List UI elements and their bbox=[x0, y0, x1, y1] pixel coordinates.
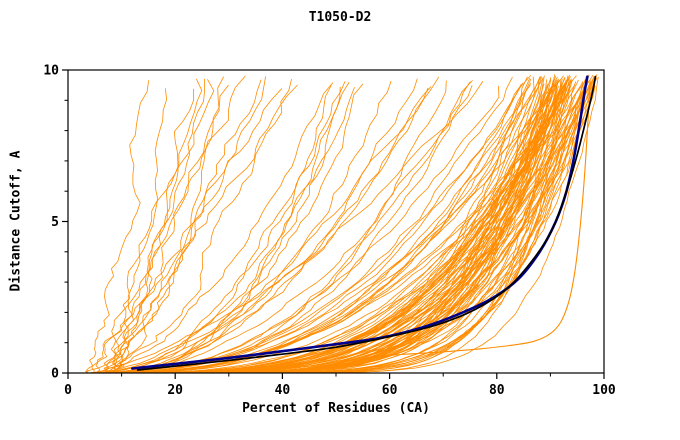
y-tick-label: 5 bbox=[51, 215, 59, 230]
model-curve bbox=[85, 76, 266, 373]
curves-layer bbox=[84, 74, 599, 373]
model-curve bbox=[84, 80, 447, 373]
model-curve bbox=[103, 88, 195, 373]
model-curve bbox=[113, 74, 555, 373]
model-curve bbox=[96, 78, 532, 373]
model-curve bbox=[90, 81, 471, 373]
model-curve bbox=[111, 83, 554, 373]
x-tick-label: 60 bbox=[382, 383, 398, 398]
model-curve bbox=[114, 84, 587, 373]
y-tick-label: 10 bbox=[43, 64, 59, 79]
model-curve bbox=[104, 78, 570, 373]
x-tick-label: 20 bbox=[167, 383, 183, 398]
model-curve bbox=[110, 84, 298, 373]
model-curve bbox=[111, 84, 553, 373]
model-curve bbox=[92, 76, 439, 373]
model-curve bbox=[116, 81, 558, 373]
model-curve bbox=[89, 81, 483, 373]
model-curve bbox=[115, 80, 592, 373]
model-curve bbox=[117, 77, 566, 373]
model-curve bbox=[92, 86, 341, 373]
model-curve bbox=[113, 80, 572, 373]
model-curve bbox=[101, 85, 572, 373]
model-curve bbox=[104, 78, 203, 373]
model-curve bbox=[90, 78, 588, 373]
model-curve bbox=[107, 85, 531, 373]
model-curve bbox=[107, 84, 229, 373]
model-curve bbox=[86, 80, 149, 373]
model-curve bbox=[93, 77, 598, 373]
model-curve bbox=[96, 79, 567, 373]
model-curve bbox=[94, 79, 215, 373]
model-curve bbox=[86, 83, 364, 373]
model-curve bbox=[95, 76, 528, 373]
model-curve bbox=[107, 77, 595, 373]
x-tick-label: 0 bbox=[64, 383, 72, 398]
model-curve bbox=[106, 79, 548, 373]
chart-title: T1050-D2 bbox=[308, 10, 372, 25]
model-curve bbox=[99, 87, 429, 373]
model-curve bbox=[90, 87, 355, 373]
model-curve bbox=[87, 77, 565, 373]
model-curve bbox=[99, 79, 262, 373]
model-curve bbox=[103, 88, 167, 373]
model-curve bbox=[86, 82, 334, 373]
model-curve bbox=[103, 78, 418, 373]
model-curve bbox=[109, 88, 283, 373]
model-curve bbox=[90, 82, 557, 373]
model-curve bbox=[84, 78, 530, 373]
model-curve bbox=[112, 82, 583, 373]
model-curve bbox=[95, 76, 535, 373]
x-tick-label: 80 bbox=[489, 383, 505, 398]
model-curve bbox=[97, 84, 558, 373]
y-tick-label: 0 bbox=[51, 367, 59, 382]
outlier-model-curve bbox=[372, 81, 591, 357]
x-tick-label: 100 bbox=[592, 383, 616, 398]
x-axis-label: Percent of Residues (CA) bbox=[242, 401, 430, 416]
model-curve bbox=[97, 86, 559, 373]
model-curve bbox=[109, 84, 565, 373]
model-curve bbox=[108, 75, 569, 373]
highlight-curve-black bbox=[136, 75, 597, 371]
model-curve bbox=[112, 74, 598, 373]
x-tick-label: 40 bbox=[275, 383, 291, 398]
model-curve bbox=[148, 76, 599, 373]
model-curve bbox=[94, 81, 346, 373]
model-curve bbox=[110, 80, 473, 373]
highlight-curve-navy bbox=[131, 75, 589, 370]
model-curve bbox=[96, 76, 597, 373]
model-curve bbox=[89, 76, 224, 373]
model-curve bbox=[112, 78, 292, 373]
